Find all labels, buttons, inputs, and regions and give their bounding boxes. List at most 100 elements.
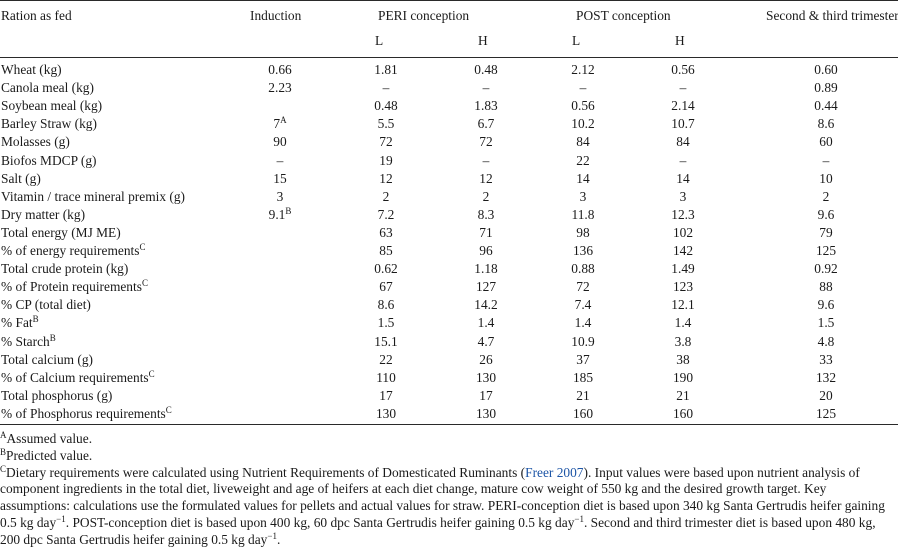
row-label: Dry matter (kg) [1, 206, 86, 222]
cell-peri-h: 2 [482, 188, 490, 204]
cell-peri-h: 26 [479, 351, 493, 367]
cell-post-l: 10.9 [571, 333, 595, 349]
row-label: Total crude protein (kg) [1, 261, 129, 277]
cell-post-l: 10.2 [571, 116, 595, 132]
cell-peri-h: 12 [479, 170, 493, 186]
header-induction: Induction [250, 8, 302, 23]
cell-peri-h: – [482, 152, 490, 168]
cell-peri-l: 0.62 [374, 261, 398, 277]
footnote-b: BPredicted value. [0, 446, 93, 463]
footnotes: AAssumed value. BPredicted value. CDieta… [0, 431, 898, 549]
cell-post-h: 160 [672, 405, 694, 421]
row-label: Total phosphorus (g) [1, 387, 113, 403]
cell-post-l: 14 [576, 170, 590, 186]
cell-post-h: 12.3 [671, 206, 695, 222]
cell-peri-l: 22 [379, 351, 393, 367]
cell-peri-h: 127 [475, 279, 497, 295]
header-post-h: H [675, 33, 685, 48]
cell-trimester: 9.6 [817, 206, 835, 222]
row-label: Barley Straw (kg) [1, 116, 97, 132]
cell-post-h: 142 [672, 243, 694, 258]
cell-post-l: 11.8 [571, 206, 595, 222]
cell-post-l: 84 [576, 134, 590, 150]
cell-peri-l: 2 [382, 188, 390, 204]
cell-peri-h: 4.7 [477, 333, 495, 349]
cell-trimester: 1.5 [817, 315, 835, 331]
row-label: % StarchB [1, 332, 56, 349]
cell-peri-h: 17 [479, 387, 493, 403]
top-rule [0, 0, 898, 1]
cell-trimester: 4.8 [817, 333, 835, 349]
cell-peri-h: – [482, 80, 490, 96]
cell-trimester: 0.92 [814, 261, 838, 277]
cell-induction: 3 [276, 188, 284, 204]
cell-peri-l: – [382, 80, 390, 96]
cell-post-l: – [579, 80, 587, 96]
cell-peri-l: 17 [379, 387, 393, 403]
cell-trimester: 132 [815, 369, 837, 385]
cell-peri-h: 72 [479, 134, 493, 150]
cell-post-h: 1.4 [674, 315, 692, 331]
row-label: % of Calcium requirementsC [1, 368, 155, 385]
cell-post-h: 10.7 [671, 116, 695, 132]
cell-post-l: 7.4 [574, 297, 592, 313]
footnote-c: CDietary requirements were calculated us… [0, 463, 885, 547]
row-label: % of Phosphorus requirementsC [1, 404, 172, 421]
row-label: Canola meal (kg) [1, 80, 94, 96]
cell-peri-h: 1.18 [474, 261, 498, 277]
cell-peri-h: 130 [475, 405, 497, 421]
cell-peri-h: 0.48 [474, 62, 498, 77]
cell-induction: 15 [273, 170, 287, 186]
header-rule [0, 57, 898, 58]
row-label: Molasses (g) [1, 134, 70, 150]
cell-peri-l: 72 [379, 134, 393, 150]
cell-trimester: 60 [819, 134, 833, 150]
cell-post-l: 136 [572, 243, 594, 258]
header-peri: PERI conception [378, 8, 470, 23]
header-peri-h: H [478, 33, 488, 48]
header-peri-l: L [375, 33, 384, 48]
cell-trimester: 125 [815, 405, 837, 421]
cell-peri-h: 1.83 [474, 98, 498, 114]
cell-trimester: 9.6 [817, 297, 835, 313]
cell-post-l: 22 [576, 152, 590, 168]
cell-peri-l: 85 [379, 243, 393, 258]
cell-trimester: 8.6 [817, 116, 835, 132]
cell-induction: 0.66 [268, 62, 292, 77]
footnote-a: AAssumed value. [0, 430, 93, 447]
cell-post-l: 2.12 [571, 62, 595, 77]
cell-post-l: 185 [572, 369, 594, 385]
cell-induction: 7A [273, 115, 287, 132]
cell-post-h: 38 [676, 351, 690, 367]
cell-post-l: 1.4 [574, 315, 592, 331]
cell-peri-h: 71 [479, 224, 493, 240]
row-label: Total energy (MJ ME) [1, 224, 121, 240]
cell-post-l: 3 [579, 188, 587, 204]
row-label: Biofos MDCP (g) [1, 152, 97, 168]
row-label: Salt (g) [1, 170, 41, 186]
cell-post-h: 84 [676, 134, 690, 150]
cell-peri-l: 63 [379, 224, 393, 240]
header-post: POST conception [576, 8, 671, 23]
cell-peri-h: 1.4 [477, 315, 495, 331]
bottom-rule [0, 424, 898, 425]
row-label: Wheat (kg) [1, 62, 62, 77]
cell-peri-l: 1.5 [377, 315, 395, 331]
cell-peri-l: 15.1 [374, 333, 398, 349]
cell-peri-h: 96 [479, 243, 493, 258]
row-label: Total calcium (g) [1, 351, 94, 367]
citation-link[interactable]: Freer 2007 [525, 464, 584, 480]
cell-post-l: 98 [576, 224, 590, 240]
cell-peri-l: 12 [379, 170, 393, 186]
cell-trimester: 20 [819, 387, 833, 403]
cell-peri-l: 0.48 [374, 98, 398, 114]
cell-post-h: 1.49 [671, 261, 695, 277]
cell-trimester: 10 [819, 170, 833, 186]
cell-trimester: 2 [822, 188, 830, 204]
cell-peri-l: 8.6 [377, 297, 395, 313]
row-label: % of Protein requirementsC [1, 278, 148, 295]
cell-induction: 9.1B [268, 205, 292, 222]
header-trimester: Second & third trimester [766, 8, 898, 23]
cell-peri-l: 67 [379, 279, 393, 295]
row-label: % of energy requirementsC [1, 242, 146, 259]
